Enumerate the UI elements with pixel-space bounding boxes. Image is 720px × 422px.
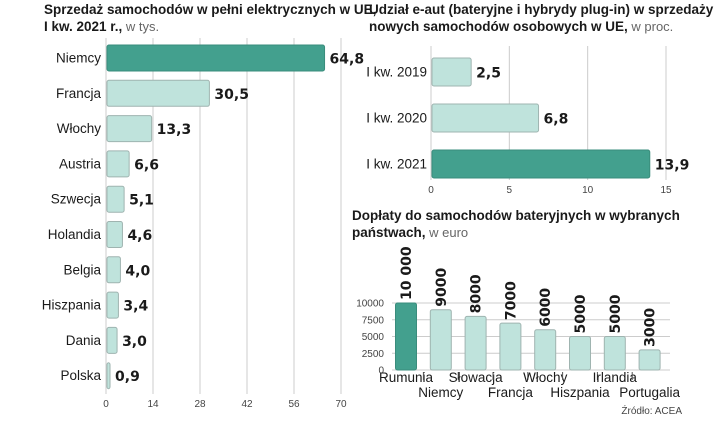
chart2-ev-share: 0 5 10 15 I kw. 2019 2,5 I kw. 2020 6,8 I kw. 20… [366,46,689,196]
bar [534,329,557,371]
category-label: I kw. 2020 [366,111,427,126]
value-label: 13,9 [655,158,690,174]
value-label: 4,0 [125,263,150,279]
bar [106,44,326,72]
y-tick-label: 7500 [362,315,385,326]
bar [106,291,119,319]
category-label: Niemcy [418,385,463,400]
bar [106,362,111,390]
category-label: Włochy [57,121,102,136]
chart2-title-unit: w proc. [628,19,674,34]
category-label: Holandia [48,227,102,242]
value-label: 2,5 [476,66,501,82]
x-tick-label: 28 [194,399,206,410]
value-label: 4,6 [127,228,152,244]
value-label: 7000 [503,281,519,320]
value-label: 5,1 [129,193,154,209]
chart3-title-main: państwach, [352,225,426,240]
x-tick-label: 14 [147,399,159,410]
category-label: Szwecja [51,192,102,207]
category-label: Hiszpania [42,298,102,313]
value-label: 30,5 [214,87,249,103]
value-label: 6,6 [134,157,159,173]
category-label: Włochy [523,370,568,385]
category-label: Portugalia [619,385,680,400]
x-tick-label: 70 [335,399,347,410]
y-tick-label: 0 [378,366,384,377]
bar [106,115,153,143]
bar [106,326,118,354]
value-label: 3,0 [122,334,147,350]
category-label: Francja [56,86,102,101]
value-label: 5000 [608,294,624,333]
bar [499,322,522,371]
value-label: 9000 [434,267,450,306]
bar [464,315,487,371]
chart1-title-line1: Sprzedaż samochodów w pełni elektrycznyc… [44,2,376,17]
value-label: 3000 [643,308,659,347]
value-label: 8000 [469,274,485,313]
x-tick-label: 5 [507,185,513,196]
y-tick-label: 10000 [356,299,384,310]
value-label: 13,3 [157,122,192,138]
x-tick-label: 15 [660,185,672,196]
category-label: Dania [66,333,102,348]
category-label: I kw. 2021 [366,157,427,172]
source-note: Źródło: ACEA [621,404,682,417]
bar [431,103,540,133]
category-label: Austria [59,156,102,171]
bar [106,256,121,284]
bar [106,150,130,178]
chart3-title-unit: w euro [426,225,469,240]
value-label: 10 000 [399,246,415,300]
value-label: 64,8 [330,52,365,68]
bar [395,302,417,371]
category-label: Rumunia [379,370,434,385]
chart2-title-line2: nowych samochodów osobowych w UE, w proc… [369,19,673,34]
bar [569,336,591,371]
bar [106,221,123,248]
value-label: 6,8 [544,112,569,128]
bar [106,185,125,213]
chart3-title-line2: państwach, w euro [352,225,468,240]
value-label: 3,4 [123,299,148,315]
bar [603,336,626,371]
y-tick-label: 5000 [362,332,385,343]
chart1-sales-ev: 0 14 28 42 56 70 Niemcy 64,8 Francja 30,5 Włochy 13… [42,38,364,410]
category-label: Irlandia [593,370,638,385]
chart2-title-line1: Udział e-aut (bateryjne i hybrydy plug-i… [369,2,714,17]
bar [638,349,661,371]
chart1-title-period: I kw. 2021 r., [44,19,122,34]
value-label: 6000 [538,288,554,327]
x-tick-label: 0 [103,399,109,410]
x-tick-label: 0 [428,185,434,196]
category-label: Polska [60,368,101,383]
category-label: Niemcy [56,51,101,66]
chart2-title-main: nowych samochodów osobowych w UE, [369,19,628,34]
chart1-title-unit: w tys. [122,19,159,34]
bar [106,79,210,107]
bar [431,57,472,87]
chart3-title-line1: Dopłaty do samochodów bateryjnych w wybr… [352,208,680,223]
bar [431,149,651,179]
category-label: Belgia [63,262,101,277]
bar [429,309,452,371]
category-label: Hiszpania [550,385,610,400]
category-label: Słowacja [449,370,504,385]
x-tick-label: 56 [288,399,300,410]
y-tick-label: 2500 [362,349,385,360]
chart3-subsidies: 0 2500 5000 7500 10000 10 000 Rumunia 9000 Niemc… [356,246,680,400]
category-label: I kw. 2019 [366,65,427,80]
value-label: 0,9 [115,369,140,385]
x-tick-label: 42 [241,399,253,410]
x-tick-label: 10 [582,185,594,196]
chart1-title-line2: I kw. 2021 r., w tys. [44,19,159,34]
category-label: Francja [488,385,534,400]
value-label: 5000 [573,294,589,333]
